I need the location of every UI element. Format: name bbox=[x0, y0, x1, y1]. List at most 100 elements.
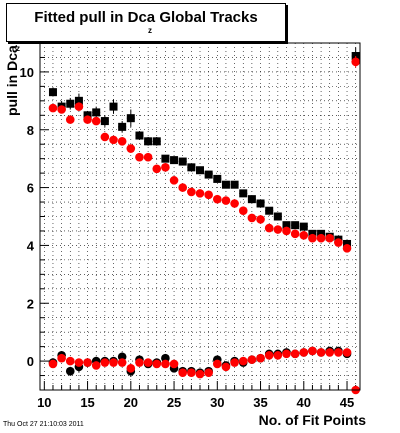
data-point-circle bbox=[143, 152, 153, 162]
x-tick-label: 15 bbox=[80, 395, 94, 410]
data-point-circle bbox=[135, 152, 144, 162]
data-point-circle bbox=[74, 358, 84, 367]
data-point-square bbox=[265, 206, 274, 215]
data-point-square bbox=[343, 239, 352, 248]
data-point-circle bbox=[100, 358, 110, 367]
data-point-circle bbox=[273, 225, 283, 234]
data-point-circle bbox=[48, 359, 58, 369]
data-point-circle bbox=[342, 348, 352, 357]
data-point-circle bbox=[212, 359, 222, 369]
y-tick-label: 10 bbox=[20, 65, 34, 80]
data-point-circle bbox=[221, 196, 231, 205]
data-point-circle bbox=[117, 358, 127, 367]
data-point-square bbox=[100, 117, 109, 126]
data-point-square bbox=[308, 229, 317, 238]
tick-labels: 10 15 20 25 30 35 40 45 0 2 4 6 8 10 bbox=[20, 65, 355, 410]
data-point-circle bbox=[187, 368, 196, 377]
data-point-circle bbox=[135, 358, 144, 367]
data-point-square bbox=[282, 221, 291, 230]
data-point-square bbox=[170, 156, 179, 165]
data-point-circle bbox=[91, 361, 101, 370]
chart-title-box: Fitted pull in Dca Global Tracks z bbox=[6, 3, 286, 42]
data-point-circle bbox=[238, 356, 248, 366]
data-point-circle bbox=[57, 353, 66, 363]
x-tick-label: 25 bbox=[167, 395, 181, 410]
data-point-circle bbox=[351, 57, 360, 67]
plot-frame bbox=[39, 42, 361, 391]
chart-title-subscript: z bbox=[148, 26, 152, 35]
data-point-square bbox=[239, 189, 248, 198]
data-point-circle bbox=[57, 105, 66, 114]
data-point-square bbox=[273, 212, 282, 221]
data-point-circle bbox=[316, 348, 326, 357]
data-point-circle bbox=[178, 368, 188, 377]
grid-lines bbox=[40, 42, 360, 391]
data-point-square bbox=[83, 111, 92, 120]
data-point-circle bbox=[308, 346, 317, 356]
y-tick-label: 0 bbox=[27, 354, 34, 369]
data-point-circle bbox=[126, 364, 136, 373]
data-point-circle bbox=[83, 115, 92, 124]
axis-ticks bbox=[40, 42, 357, 391]
chart-title-suffix: Global Tracks bbox=[159, 9, 258, 26]
data-point-circle bbox=[195, 369, 205, 379]
data-point-square bbox=[66, 99, 75, 108]
data-point-square bbox=[204, 170, 213, 179]
data-point-circle bbox=[83, 358, 92, 367]
data-point-circle bbox=[334, 238, 343, 247]
data-point-circle bbox=[247, 355, 257, 364]
data-point-circle bbox=[273, 351, 283, 360]
data-point-circle bbox=[308, 233, 317, 243]
x-tick-label: 30 bbox=[210, 395, 224, 410]
data-point-square bbox=[187, 163, 196, 172]
data-point-square bbox=[317, 229, 326, 238]
data-point-circle bbox=[152, 164, 162, 174]
chart-title: Fitted pull in Dca Global Tracks bbox=[7, 9, 285, 26]
data-point-circle bbox=[169, 176, 179, 185]
data-point-square bbox=[230, 180, 239, 189]
data-point-circle bbox=[195, 189, 205, 198]
data-point-circle bbox=[282, 349, 291, 359]
data-point-square bbox=[291, 221, 300, 230]
data-point-circle bbox=[282, 226, 291, 236]
y-tick-label: 8 bbox=[27, 123, 34, 138]
data-point-circle bbox=[334, 348, 343, 357]
data-point-circle bbox=[204, 190, 213, 200]
data-point-square bbox=[92, 108, 101, 117]
x-tick-label: 20 bbox=[124, 395, 138, 410]
data-point-circle bbox=[65, 115, 75, 124]
y-tick-label: 4 bbox=[27, 238, 35, 253]
x-tick-label: 10 bbox=[37, 395, 51, 410]
data-point-circle bbox=[161, 163, 170, 172]
chart-title-main: Fitted pull in Dca bbox=[34, 9, 156, 26]
data-point-circle bbox=[247, 213, 257, 223]
data-point-circle bbox=[299, 230, 309, 240]
data-point-square bbox=[196, 166, 204, 175]
data-point-circle bbox=[74, 102, 84, 111]
data-point-square bbox=[118, 122, 127, 131]
x-tick-label: 40 bbox=[297, 395, 311, 410]
data-point-circle bbox=[169, 359, 179, 369]
data-point-circle bbox=[109, 358, 118, 367]
data-point-circle bbox=[238, 206, 248, 216]
x-tick-label: 45 bbox=[340, 395, 354, 410]
data-point-circle bbox=[230, 358, 239, 367]
y-axis-label: pull in Dca bbox=[4, 45, 20, 116]
data-point-square bbox=[213, 174, 222, 183]
data-point-square bbox=[109, 102, 118, 111]
data-point-circle bbox=[126, 144, 136, 153]
data-point-circle bbox=[187, 187, 196, 197]
data-point-square bbox=[144, 137, 153, 146]
data-point-circle bbox=[342, 244, 352, 253]
data-point-circle bbox=[290, 229, 300, 239]
y-tick-label: 6 bbox=[27, 181, 34, 196]
data-point-square bbox=[74, 96, 83, 105]
data-point-circle bbox=[299, 348, 309, 357]
data-point-square bbox=[126, 114, 135, 123]
data-point-circle bbox=[264, 223, 274, 233]
data-point-circle bbox=[109, 135, 118, 145]
data-point-circle bbox=[143, 358, 153, 367]
data-point-circle bbox=[100, 132, 110, 142]
data-point-circle bbox=[91, 116, 101, 126]
datestamp: Thu Oct 27 21:10:03 2011 bbox=[3, 421, 84, 428]
